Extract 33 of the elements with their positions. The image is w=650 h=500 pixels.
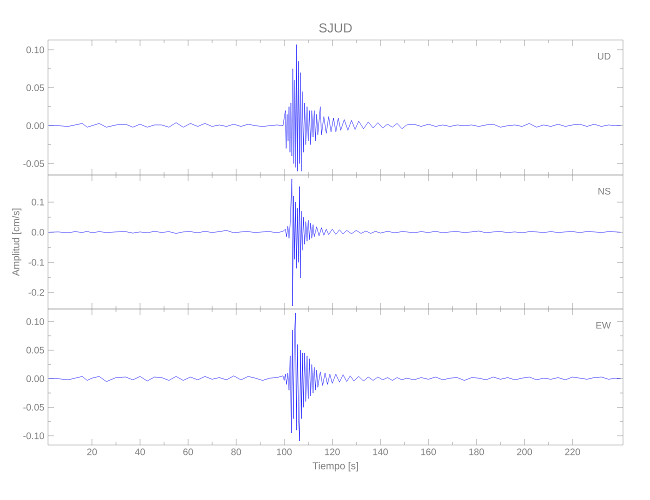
x-tick-label: 40: [134, 448, 145, 456]
annotation: UD: [598, 52, 610, 60]
line-series: [48, 312, 621, 442]
chart-title: SJUD: [319, 23, 352, 32]
x-tick-label: 120: [325, 448, 340, 456]
line-series: [48, 178, 621, 306]
y-tick-label: 0.00: [26, 375, 44, 382]
x-tick-label: 60: [183, 448, 193, 456]
x-tick-label: 100: [277, 448, 292, 456]
x-tick-label: 80: [231, 448, 242, 456]
y-tick-label: -0.10: [23, 432, 44, 440]
y-tick-label: -0.1: [28, 258, 44, 266]
y-tick-label: 0.05: [26, 84, 44, 92]
x-tick-label: 180: [469, 448, 484, 456]
y-tick-label: 0.0: [32, 228, 44, 236]
y-tick-label: 0.10: [26, 46, 44, 54]
y-tick-label: -0.2: [28, 289, 44, 296]
y-tick-label: 0.10: [26, 318, 44, 325]
y-tick-label: 0.05: [26, 346, 44, 354]
line-series: [48, 44, 621, 172]
x-tick-label: 140: [373, 448, 388, 456]
y-tick-label: -0.05: [23, 404, 44, 411]
y-tick-label: 0.00: [26, 122, 44, 130]
x-axis-title: Tiempo [s]: [312, 462, 358, 472]
y-tick-label: 0.1: [32, 198, 44, 206]
y-tick-label: -0.05: [23, 160, 44, 167]
x-tick-label: 20: [87, 448, 97, 456]
annotation: NS: [598, 188, 610, 195]
x-tick-label: 200: [517, 448, 532, 456]
x-tick-label: 160: [421, 448, 436, 456]
x-tick-label: 220: [565, 448, 580, 456]
y-axis-title: Amplitud [cm/s]: [12, 208, 22, 276]
annotation: EW: [596, 322, 611, 329]
